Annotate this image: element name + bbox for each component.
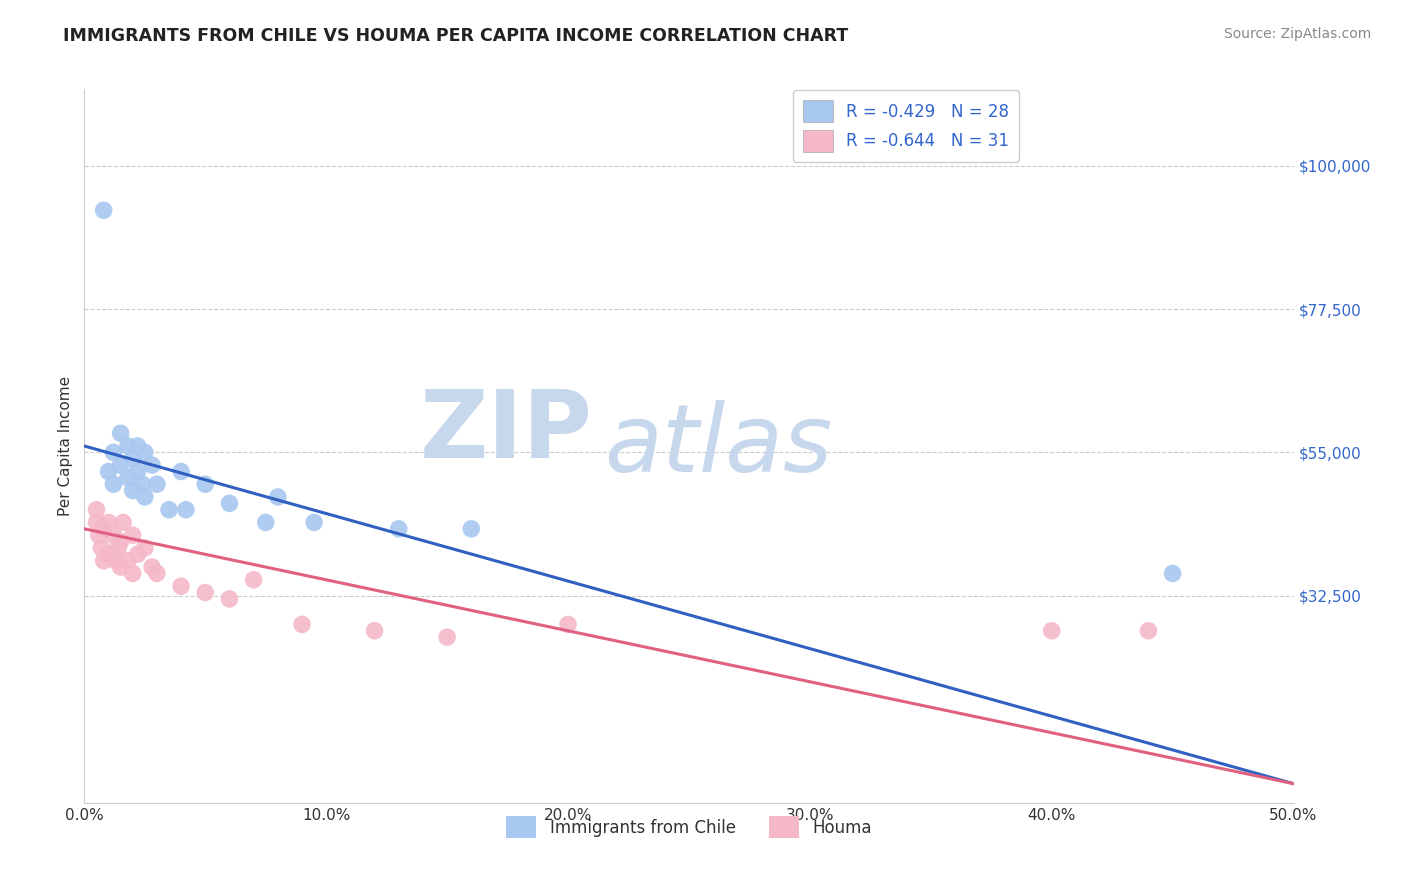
Text: ZIP: ZIP [419,385,592,478]
Point [291,617,314,632]
Point [134,490,156,504]
Point [141,458,163,472]
Point [1161,566,1184,581]
Point [121,483,143,498]
Point [146,566,169,581]
Point [557,617,579,632]
Point [110,560,132,574]
Point [436,630,458,644]
Point [141,560,163,574]
Point [112,516,135,530]
Point [97,465,120,479]
Point [103,445,125,459]
Point [218,591,240,606]
Point [134,445,156,459]
Point [157,502,180,516]
Text: Source: ZipAtlas.com: Source: ZipAtlas.com [1223,27,1371,41]
Point [86,502,108,516]
Point [146,477,169,491]
Point [242,573,264,587]
Point [127,465,149,479]
Point [121,528,143,542]
Legend: Immigrants from Chile, Houma: Immigrants from Chile, Houma [499,810,879,845]
Point [103,477,125,491]
Point [127,439,149,453]
Point [97,547,120,561]
Point [86,516,108,530]
Point [1137,624,1160,638]
Point [174,502,197,516]
Point [93,522,115,536]
Point [90,541,112,555]
Point [134,541,156,555]
Point [363,624,385,638]
Point [107,541,129,555]
Point [194,585,217,599]
Point [131,477,153,491]
Point [254,516,277,530]
Y-axis label: Per Capita Income: Per Capita Income [58,376,73,516]
Point [170,465,193,479]
Point [194,477,217,491]
Point [127,547,149,561]
Point [93,203,115,218]
Point [104,554,127,568]
Point [110,534,132,549]
Text: IMMIGRANTS FROM CHILE VS HOUMA PER CAPITA INCOME CORRELATION CHART: IMMIGRANTS FROM CHILE VS HOUMA PER CAPIT… [63,27,848,45]
Point [302,516,325,530]
Point [117,554,139,568]
Text: atlas: atlas [605,401,832,491]
Point [121,451,143,466]
Point [218,496,240,510]
Point [460,522,482,536]
Point [87,528,110,542]
Point [117,439,139,453]
Point [170,579,193,593]
Point [117,471,139,485]
Point [110,426,132,441]
Point [1040,624,1063,638]
Point [93,554,115,568]
Point [267,490,290,504]
Point [103,528,125,542]
Point [121,566,143,581]
Point [97,516,120,530]
Point [110,458,132,472]
Point [388,522,411,536]
